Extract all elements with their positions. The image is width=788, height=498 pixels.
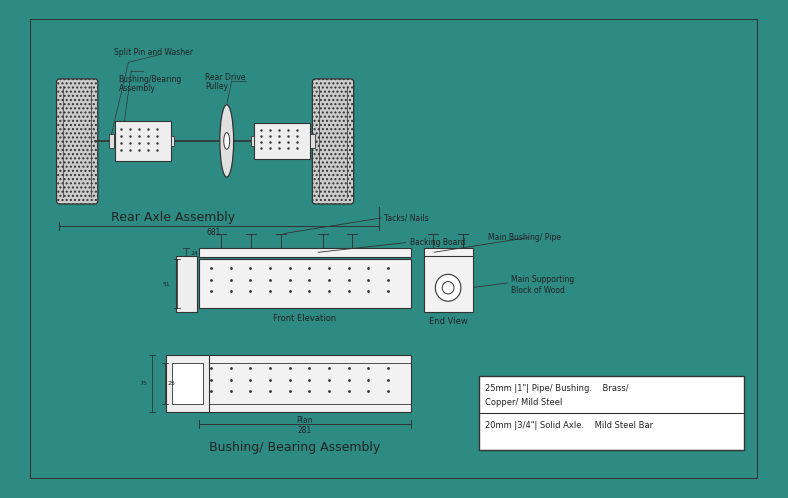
Text: Copper/ Mild Steel: Copper/ Mild Steel: [485, 398, 562, 407]
Bar: [199, 259, 411, 308]
Bar: [310, 133, 315, 148]
Text: 281: 281: [297, 426, 311, 435]
Text: Front Elevation: Front Elevation: [273, 314, 336, 323]
Text: 25mm |1"| Pipe/ Bushing.    Brass/: 25mm |1"| Pipe/ Bushing. Brass/: [485, 384, 628, 393]
Text: 75: 75: [139, 381, 147, 386]
Text: 25: 25: [168, 381, 176, 386]
Text: Backing Board: Backing Board: [410, 238, 465, 247]
Text: Split Pin and Washer: Split Pin and Washer: [113, 48, 192, 57]
Text: 20mm |3/4"| Solid Axle.    Mild Steel Bar: 20mm |3/4"| Solid Axle. Mild Steel Bar: [485, 421, 652, 430]
Bar: [255, 124, 310, 158]
Circle shape: [435, 274, 461, 301]
Bar: [176, 255, 197, 312]
Text: End View: End View: [429, 317, 467, 326]
Bar: [109, 133, 113, 148]
Text: Bushing/ Bearing Assembly: Bushing/ Bearing Assembly: [209, 441, 381, 454]
Bar: [423, 249, 473, 257]
Text: Rear Axle Assembly: Rear Axle Assembly: [110, 211, 235, 224]
Bar: [114, 122, 171, 160]
Text: Pulley: Pulley: [205, 82, 228, 91]
Text: 24: 24: [191, 251, 199, 256]
Text: 51: 51: [163, 282, 170, 287]
Ellipse shape: [224, 132, 229, 149]
Text: Bushing/Bearing: Bushing/Bearing: [118, 75, 182, 84]
Bar: [251, 136, 255, 146]
FancyBboxPatch shape: [57, 79, 98, 204]
Text: Main Bushing/ Pipe: Main Bushing/ Pipe: [489, 233, 562, 242]
Text: Tacks/ Nails: Tacks/ Nails: [385, 213, 429, 222]
Text: Assembly: Assembly: [118, 84, 155, 93]
Text: 681: 681: [206, 228, 221, 237]
Bar: [478, 375, 745, 450]
Bar: [199, 249, 411, 257]
Circle shape: [442, 281, 454, 294]
Bar: [199, 355, 411, 412]
Text: Main Supporting
Block of Wood: Main Supporting Block of Wood: [511, 275, 574, 295]
Bar: [171, 136, 173, 146]
FancyBboxPatch shape: [312, 79, 354, 204]
Text: Plan: Plan: [296, 416, 313, 425]
Bar: [172, 363, 203, 403]
Ellipse shape: [220, 105, 233, 177]
Bar: [165, 355, 209, 412]
Bar: [423, 255, 473, 312]
Text: Rear Drive: Rear Drive: [205, 73, 246, 82]
